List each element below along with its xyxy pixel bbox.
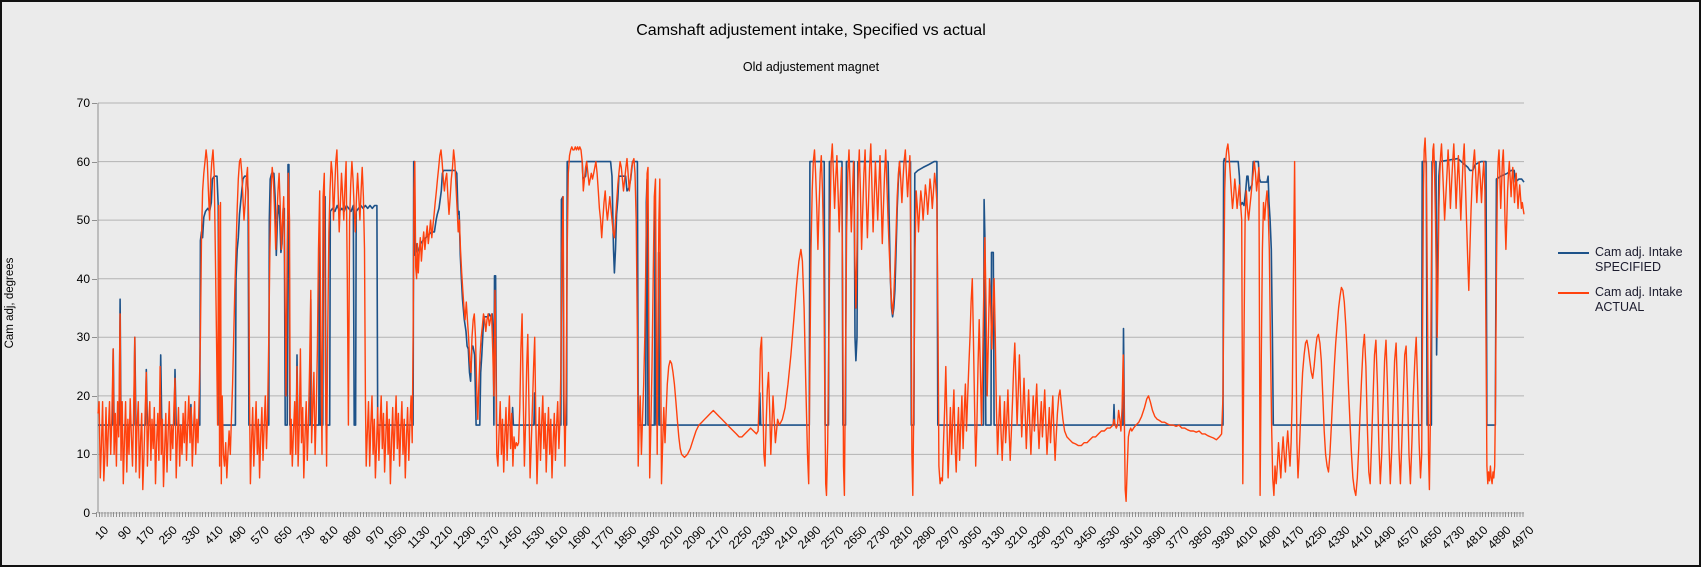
y-tick-mark <box>92 337 97 339</box>
chart-title: Camshaft adjustement intake, Specified v… <box>636 22 986 39</box>
legend-line-actual-icon <box>1558 292 1589 294</box>
legend: Cam adj. Intake SPECIFIED Cam adj. Intak… <box>1558 245 1683 325</box>
x-tick-label-text: 4090 <box>1255 523 1284 552</box>
x-tick-label-text: 4810 <box>1462 523 1491 552</box>
y-tick-label-70: 70 <box>76 96 90 110</box>
x-tick-label-text: 3850 <box>1186 523 1215 552</box>
y-tick-mark <box>92 161 97 163</box>
y-tick-mark <box>92 278 97 280</box>
x-tick-label-text: 1690 <box>565 523 594 552</box>
x-tick-label-text: 4650 <box>1416 523 1445 552</box>
x-tick-label-text: 2650 <box>841 523 870 552</box>
y-tick-label-30: 30 <box>76 330 90 345</box>
series-line-actual <box>97 137 1525 502</box>
x-tick-label-text: 2170 <box>703 523 732 552</box>
x-tick-label-text: 3290 <box>1025 523 1054 552</box>
x-tick-label-text: 90 <box>114 523 134 543</box>
y-tick-label-40: 40 <box>76 271 90 286</box>
x-tick-label-text: 3050 <box>956 523 985 552</box>
x-axis-tick-marks <box>96 512 1525 517</box>
x-tick-label-text: 1450 <box>496 523 525 552</box>
x-tick-label-text: 3690 <box>1140 523 1169 552</box>
x-tick-label-text: 10 <box>91 523 111 543</box>
x-tick-label-text: 2010 <box>657 523 686 552</box>
x-tick-label-text: 3610 <box>1117 523 1146 552</box>
x-tick-label-text: 2810 <box>887 523 916 552</box>
x-tick-label-text: 3210 <box>1002 523 1031 552</box>
legend-line-specified-icon <box>1558 252 1589 254</box>
line-chart <box>96 101 1527 515</box>
x-tick-label-text: 170 <box>132 523 157 548</box>
x-tick-label-text: 4970 <box>1508 523 1537 552</box>
x-tick-label-text: 4410 <box>1347 523 1376 552</box>
x-tick-label-text: 1850 <box>611 523 640 552</box>
x-tick-label-text: 4250 <box>1301 523 1330 552</box>
x-tick-label-text: 1290 <box>450 523 479 552</box>
y-tick-label-20: 20 <box>76 388 90 403</box>
legend-label-actual: Cam adj. Intake ACTUAL <box>1595 285 1683 314</box>
x-tick-label-text: 2570 <box>818 523 847 552</box>
x-tick-label-text: 650 <box>270 523 295 548</box>
x-tick-label-text: 1370 <box>473 523 502 552</box>
x-tick-label-text: 410 <box>201 523 226 548</box>
x-tick-label-text: 4890 <box>1485 523 1514 552</box>
y-tick-mark <box>92 103 97 104</box>
x-tick-label-text: 1050 <box>381 523 410 552</box>
y-tick-mark <box>92 454 97 456</box>
y-tick-label-10: 10 <box>76 447 90 462</box>
x-tick-label-text: 1770 <box>588 523 617 552</box>
legend-entry-specified: Cam adj. Intake SPECIFIED <box>1558 245 1683 275</box>
x-tick-label-text: 730 <box>293 523 318 548</box>
plot-area <box>96 101 1527 515</box>
chart-subtitle: Old adjustement magnet <box>742 60 880 74</box>
x-tick-label-text: 2090 <box>680 523 709 552</box>
legend-entry-actual: Cam adj. Intake ACTUAL <box>1558 285 1683 315</box>
y-tick-mark <box>92 220 97 222</box>
x-tick-label-text: 3770 <box>1163 523 1192 552</box>
x-tick-label-text: 1930 <box>634 523 663 552</box>
y-axis-title: Cam adj, degrees <box>4 257 16 349</box>
x-tick-label-text: 1610 <box>542 523 571 552</box>
y-tick-label-0: 0 <box>83 506 90 520</box>
x-tick-label-text: 3930 <box>1209 523 1238 552</box>
x-tick-label-text: 490 <box>224 523 249 548</box>
x-tick-label-text: 4730 <box>1439 523 1468 552</box>
y-tick-label-60: 60 <box>76 154 90 169</box>
x-tick-label-text: 4490 <box>1370 523 1399 552</box>
x-tick-label-text: 4330 <box>1324 523 1353 552</box>
x-tick-label-text: 4170 <box>1278 523 1307 552</box>
x-tick-label-text: 4010 <box>1232 523 1261 552</box>
legend-label-specified: Cam adj. Intake SPECIFIED <box>1595 245 1683 274</box>
x-tick-label-text: 2250 <box>726 523 755 552</box>
x-tick-label-text: 1130 <box>404 523 433 552</box>
x-tick-label-text: 2410 <box>772 523 801 552</box>
x-tick-label-text: 2970 <box>933 523 962 552</box>
x-tick-label-text: 2890 <box>910 523 939 552</box>
x-tick-label-text: 3130 <box>979 523 1008 552</box>
y-tick-mark <box>92 513 97 514</box>
x-tick-label-text: 2330 <box>749 523 778 552</box>
x-tick-label-text: 250 <box>155 523 180 548</box>
x-tick-label-text: 890 <box>339 523 364 548</box>
x-tick-label-text: 570 <box>247 523 272 548</box>
x-tick-label-text: 3530 <box>1094 523 1123 552</box>
x-tick-label-text: 1530 <box>519 523 548 552</box>
y-tick-mark <box>92 395 97 397</box>
x-tick-label-text: 330 <box>178 523 203 548</box>
x-tick-label-text: 4570 <box>1393 523 1422 552</box>
y-tick-label-50: 50 <box>76 213 90 228</box>
x-tick-label-text: 3450 <box>1071 523 1100 552</box>
x-tick-label-text: 1210 <box>427 523 456 552</box>
x-tick-label-text: 3370 <box>1048 523 1077 552</box>
x-tick-label-text: 810 <box>316 523 341 548</box>
x-tick-label-text: 2730 <box>864 523 893 552</box>
x-tick-label-text: 2490 <box>795 523 824 552</box>
